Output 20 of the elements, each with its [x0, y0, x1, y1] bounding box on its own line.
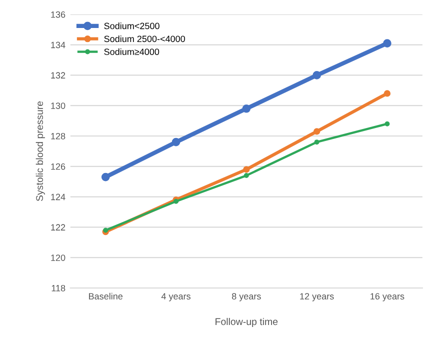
x-tick-label: 12 years: [300, 293, 334, 302]
x-tick-label: 16 years: [370, 293, 404, 302]
y-tick-label: 122: [51, 224, 66, 230]
legend-label: Sodium≥4000: [104, 48, 160, 56]
y-tick-label: 128: [51, 132, 66, 140]
y-tick-label: 124: [51, 194, 66, 200]
y-axis-title: Systolic blood pressure: [36, 101, 45, 202]
x-tick-label: 4 years: [161, 293, 190, 302]
y-tick-label: 132: [51, 72, 66, 79]
legend-label: Sodium 2500-<4000: [104, 35, 186, 42]
y-tick-label: 130: [51, 102, 66, 109]
legend-label: Sodium<2500: [104, 22, 160, 30]
x-tick-label: Baseline: [89, 292, 123, 300]
x-axis-title: Follow-up time: [216, 318, 278, 328]
y-tick-label: 134: [51, 42, 66, 48]
y-tick-label: 126: [51, 163, 66, 170]
y-tick-label: 136: [51, 11, 66, 18]
x-tick-label: 8 years: [232, 293, 261, 302]
y-tick-label: 120: [51, 254, 66, 261]
y-tick-label: 118: [52, 284, 66, 292]
